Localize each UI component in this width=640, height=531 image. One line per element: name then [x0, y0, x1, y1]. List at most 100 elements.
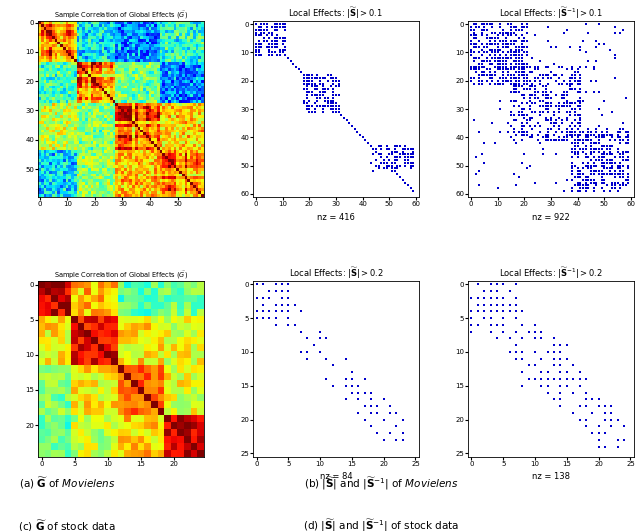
- Point: [390, 164, 400, 173]
- Point: [406, 161, 416, 170]
- Point: [562, 368, 572, 376]
- Point: [312, 96, 323, 105]
- Point: [619, 435, 629, 444]
- Point: [466, 40, 476, 48]
- Point: [519, 71, 529, 79]
- Point: [468, 65, 479, 74]
- Point: [543, 79, 554, 88]
- Point: [381, 144, 392, 153]
- Point: [333, 105, 344, 113]
- Point: [506, 108, 516, 116]
- Point: [487, 71, 497, 79]
- Point: [484, 45, 495, 54]
- Point: [482, 48, 492, 57]
- Point: [400, 159, 410, 167]
- Point: [586, 156, 596, 164]
- Point: [262, 37, 272, 45]
- Point: [519, 68, 529, 76]
- Point: [506, 96, 516, 105]
- Point: [277, 280, 287, 289]
- Point: [594, 170, 604, 178]
- Point: [256, 42, 266, 51]
- Point: [514, 25, 524, 34]
- Point: [493, 40, 503, 48]
- Point: [543, 381, 553, 390]
- Point: [253, 23, 264, 31]
- Point: [543, 71, 554, 79]
- Point: [280, 23, 291, 31]
- Point: [599, 164, 609, 173]
- Point: [509, 136, 519, 144]
- Point: [570, 122, 580, 130]
- Point: [256, 23, 266, 31]
- Point: [538, 96, 548, 105]
- Point: [299, 74, 309, 82]
- Point: [530, 62, 540, 71]
- Point: [556, 388, 566, 397]
- Point: [366, 408, 376, 417]
- Point: [514, 57, 524, 65]
- Point: [564, 76, 575, 85]
- Point: [299, 85, 309, 93]
- Point: [618, 167, 628, 176]
- Point: [500, 42, 511, 51]
- Point: [615, 170, 625, 178]
- Point: [519, 34, 529, 42]
- Point: [589, 167, 599, 176]
- Point: [517, 381, 527, 390]
- Point: [482, 54, 492, 62]
- Point: [304, 108, 314, 116]
- Point: [301, 102, 312, 110]
- Point: [586, 150, 596, 159]
- Point: [567, 65, 577, 74]
- Point: [530, 31, 540, 40]
- Point: [514, 74, 524, 82]
- Point: [474, 54, 484, 62]
- Point: [589, 161, 599, 170]
- Point: [267, 40, 277, 48]
- Point: [492, 301, 502, 309]
- Point: [562, 136, 572, 144]
- Point: [384, 161, 394, 170]
- Point: [503, 28, 513, 37]
- Point: [267, 31, 277, 40]
- Point: [267, 42, 277, 51]
- Point: [607, 142, 618, 150]
- Point: [379, 415, 389, 424]
- Point: [328, 74, 339, 82]
- Point: [302, 334, 312, 342]
- Point: [365, 142, 376, 150]
- Point: [509, 74, 519, 82]
- Point: [538, 144, 548, 153]
- Point: [262, 20, 272, 28]
- Point: [556, 375, 566, 383]
- Point: [495, 20, 506, 28]
- Point: [599, 176, 609, 184]
- Point: [333, 79, 344, 88]
- Point: [408, 161, 419, 170]
- Point: [299, 74, 309, 82]
- Point: [467, 314, 477, 322]
- Point: [509, 62, 519, 71]
- Point: [543, 108, 554, 116]
- Point: [272, 37, 282, 45]
- Point: [333, 76, 344, 85]
- Point: [525, 82, 535, 91]
- Point: [326, 82, 336, 91]
- Point: [504, 287, 515, 295]
- Point: [538, 71, 548, 79]
- Point: [509, 65, 519, 74]
- Point: [506, 54, 516, 62]
- Point: [492, 287, 502, 295]
- Point: [578, 147, 588, 156]
- Point: [551, 116, 561, 125]
- Point: [466, 31, 476, 40]
- Point: [511, 294, 521, 302]
- Point: [519, 59, 529, 68]
- Point: [328, 85, 339, 93]
- Point: [301, 71, 312, 79]
- Point: [280, 20, 291, 28]
- Point: [299, 76, 309, 85]
- Point: [339, 113, 349, 122]
- Point: [580, 178, 591, 187]
